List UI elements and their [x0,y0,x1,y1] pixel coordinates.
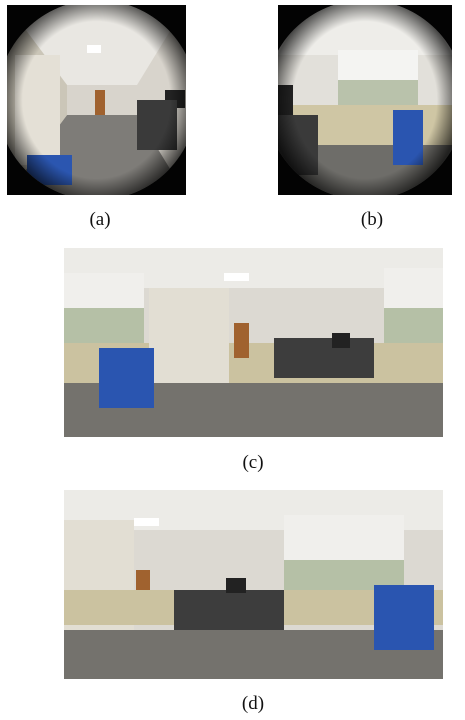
fisheye-image-b [278,5,452,195]
caption: (d) [242,693,264,715]
figure: (a) (b) (c) (d) [0,0,465,720]
fisheye-image-a [7,5,186,195]
caption: (c) [242,452,263,474]
panorama-image-c [64,248,443,437]
caption: (a) [89,209,110,231]
caption: (b) [361,209,383,231]
panorama-image-d [64,490,443,679]
